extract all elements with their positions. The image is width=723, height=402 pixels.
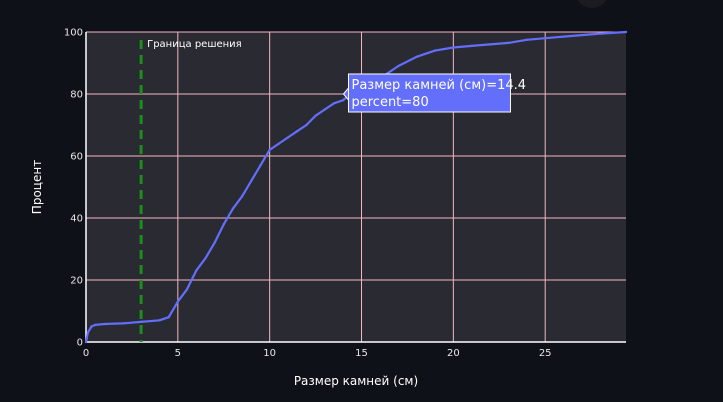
series-layer: [84, 30, 628, 344]
y-tick-labels: 0 20 40 60 80 100: [64, 28, 83, 349]
cdf-point: [250, 179, 253, 182]
tooltip-line-2: percent=80: [351, 95, 428, 110]
cdf-point: [240, 195, 244, 198]
cdf-point: [296, 130, 299, 133]
cdf-point: [84, 340, 88, 344]
y-tick-label: 20: [70, 276, 83, 287]
cdf-point: [176, 300, 180, 303]
x-tick-labels: 0 5 10 15 20 25: [83, 348, 552, 359]
cdf-point: [624, 30, 628, 34]
tooltip-line-1: Размер камней (см)=14.4: [351, 78, 526, 93]
cdf-point: [341, 99, 345, 102]
cdf-point: [286, 136, 290, 139]
cdf-point: [158, 319, 161, 322]
cdf-point: [507, 41, 510, 45]
cdf-point: [415, 55, 418, 58]
cdf-point: [231, 207, 235, 210]
x-tick-label: 25: [539, 348, 552, 359]
cdf-point: [204, 257, 207, 260]
tooltip-box: [347, 73, 511, 113]
cdf-line: [84, 30, 627, 343]
cdf-point: [277, 142, 281, 145]
x-tick-label: 10: [263, 348, 276, 359]
cdf-point: [397, 64, 400, 68]
decision-boundary-label: Граница решения: [147, 39, 242, 50]
cdf-point: [139, 320, 143, 324]
cdf-point: [167, 316, 170, 319]
cdf-point: [305, 123, 308, 127]
x-tick-label: 0: [83, 348, 89, 359]
cdf-point: [543, 37, 547, 40]
cdf-point: [452, 46, 455, 49]
cdf-point: [323, 108, 326, 111]
x-axis-title: Размер камней (см): [294, 374, 418, 388]
cdf-point: [195, 269, 198, 272]
cdf-point: [525, 38, 529, 41]
cdf-point: [213, 241, 216, 244]
y-tick-label: 100: [64, 28, 83, 39]
cdf-point: [222, 223, 225, 226]
x-tick-label: 5: [175, 348, 181, 359]
cdf-point: [86, 331, 90, 334]
x-tick-label: 15: [355, 348, 368, 359]
corner-decoration: [575, 0, 609, 8]
y-axis-title: Процент: [30, 160, 44, 214]
axis-lines: [85, 32, 626, 343]
hover-tooltip: Размер камней (см)=14.4 percent=80: [342, 73, 526, 113]
cdf-point: [470, 44, 473, 48]
cdf-point: [185, 288, 189, 291]
cdf-point: [103, 322, 106, 326]
cdf-point: [562, 35, 565, 38]
decision-boundary: Граница решения: [139, 39, 242, 342]
cdf-point: [121, 322, 124, 325]
y-tick-label: 0: [77, 338, 83, 349]
y-tick-label: 80: [70, 90, 83, 101]
cdf-point: [314, 114, 317, 117]
cdf-point: [488, 43, 492, 46]
cdf-point: [259, 164, 262, 167]
cdf-point: [433, 49, 437, 52]
cdf-point: [580, 33, 584, 37]
x-tick-label: 20: [447, 348, 460, 359]
cdf-point: [332, 102, 336, 105]
y-tick-label: 40: [70, 214, 83, 225]
cdf-point: [268, 148, 271, 151]
cdf-point: [93, 323, 97, 327]
cdf-point: [599, 32, 602, 35]
y-tick-label: 60: [70, 152, 83, 163]
cdf-point: [90, 325, 93, 328]
